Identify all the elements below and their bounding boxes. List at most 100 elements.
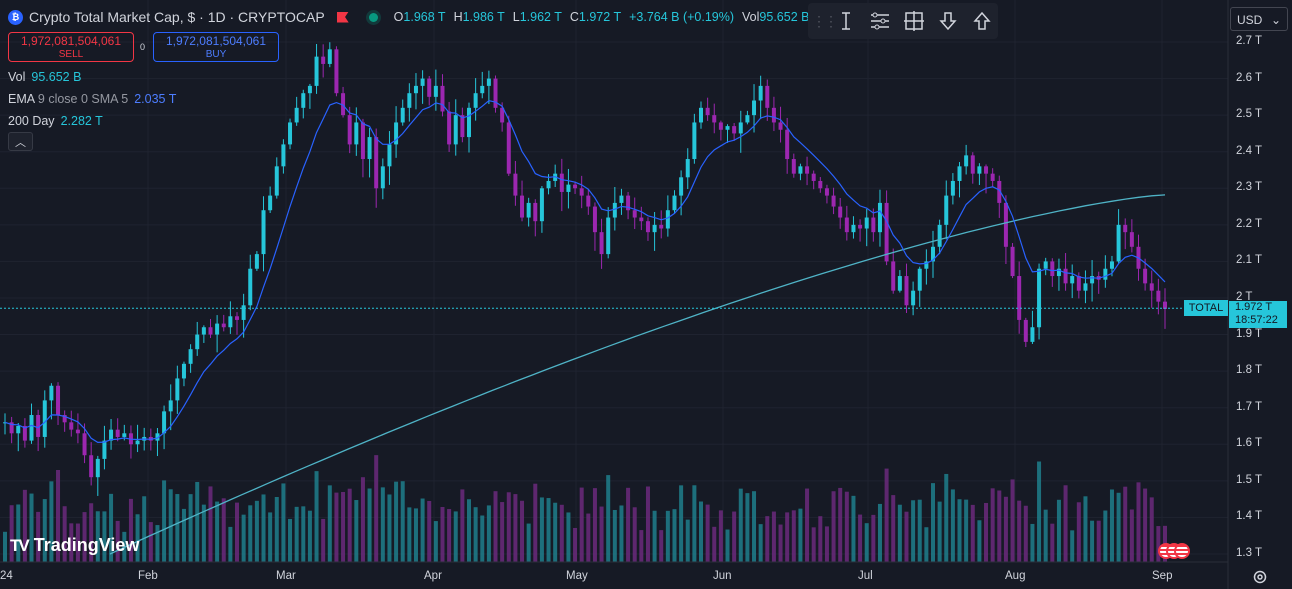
candle-body: [122, 433, 127, 437]
volume-bar: [473, 507, 478, 562]
lines-icon[interactable]: [866, 7, 894, 35]
volume-bar: [778, 524, 783, 562]
collapse-indicators-button[interactable]: ︿: [8, 132, 33, 151]
candle-body: [811, 173, 816, 181]
spread-value: 0: [140, 42, 146, 52]
symbol-title[interactable]: Crypto Total Market Cap, $ · 1D · CRYPTO…: [29, 9, 325, 25]
volume-bar: [791, 510, 796, 562]
volume-bar: [102, 511, 107, 562]
volume-bar: [82, 512, 87, 562]
volume-bar: [566, 512, 571, 562]
candle-body: [1010, 246, 1015, 277]
volume-bar: [818, 516, 823, 562]
volume-bar: [288, 518, 293, 562]
drag-handle-icon[interactable]: ⋮⋮: [812, 12, 838, 29]
volume-bar: [42, 499, 47, 562]
volume-bar: [215, 501, 220, 562]
candle-body: [188, 349, 193, 364]
candle-body: [831, 195, 836, 207]
volume-bar: [493, 491, 498, 562]
candle-body: [56, 385, 61, 416]
volume-bar: [1103, 510, 1108, 562]
volume-bar: [1156, 526, 1161, 562]
volume-bar: [937, 501, 942, 562]
candle-body: [526, 202, 531, 218]
volume-bar: [360, 477, 365, 562]
candle-body: [771, 107, 776, 123]
cursor-text-icon[interactable]: [832, 7, 860, 35]
candle-body: [374, 137, 379, 189]
volume-bar: [679, 485, 684, 562]
candle-body: [984, 166, 989, 174]
volume-bar: [400, 481, 405, 562]
candle-body: [36, 415, 41, 437]
candle-body: [82, 433, 87, 456]
candle-body: [208, 327, 213, 335]
volume-bar: [486, 505, 491, 562]
candle-body: [1083, 283, 1088, 291]
candle-body: [579, 188, 584, 196]
candle-body: [354, 122, 359, 145]
gear-icon[interactable]: [1252, 569, 1268, 585]
volume-bar: [341, 491, 346, 562]
candle-body: [1123, 224, 1128, 233]
volume-bar: [75, 523, 80, 562]
buy-button[interactable]: 1,972,081,504,061 BUY: [153, 32, 279, 62]
volume-bar: [526, 523, 531, 562]
candle-body: [29, 415, 34, 441]
candle-body: [1090, 276, 1095, 284]
candle-body: [692, 122, 697, 160]
volume-bar: [374, 455, 379, 562]
volume-bar: [765, 516, 770, 562]
time-tick-label: Feb: [138, 570, 158, 582]
candle-body: [360, 122, 365, 160]
sell-button[interactable]: 1,972,081,504,061 SELL: [8, 32, 134, 62]
volume-bar: [254, 500, 259, 562]
volume-bar: [1070, 530, 1075, 562]
us-flag-icon[interactable]: [1158, 543, 1196, 559]
volume-bar: [639, 530, 644, 562]
volume-bar: [241, 514, 246, 562]
volume-bar: [1076, 502, 1081, 562]
currency-select[interactable]: USD ⌄: [1230, 7, 1288, 31]
candle-body: [95, 458, 100, 478]
indicator-ema[interactable]: EMA 9 close 0 SMA 5 2.035 T: [8, 92, 177, 106]
volume-bar: [228, 526, 233, 562]
candle-body: [248, 268, 253, 306]
volume-bar: [440, 506, 445, 562]
chart-header: ₿ Crypto Total Market Cap, $ · 1D · CRYP…: [8, 9, 809, 25]
market-status-icon[interactable]: [368, 12, 378, 22]
candle-body: [672, 195, 677, 211]
candle-body: [22, 425, 27, 441]
candle-body: [16, 425, 21, 434]
candle-body: [970, 155, 975, 174]
ma200-line: [109, 194, 1166, 555]
volume-bar: [155, 525, 160, 562]
candle-body: [9, 422, 14, 434]
volume-bar: [1056, 499, 1061, 562]
indicator-200day[interactable]: 200 Day 2.282 T: [8, 114, 103, 128]
arrow-up-icon[interactable]: [968, 7, 996, 35]
arrow-down-icon[interactable]: [934, 7, 962, 35]
tradingview-logo[interactable]: TV TradingView: [10, 535, 140, 555]
volume-bar: [274, 496, 279, 562]
volume-bar: [685, 519, 690, 562]
indicator-vol[interactable]: Vol 95.652 B: [8, 70, 82, 84]
candle-body: [301, 93, 306, 108]
volume-bar: [314, 471, 319, 562]
tv-mark-icon: TV: [10, 535, 30, 555]
candle-body: [559, 173, 564, 192]
candle-body: [367, 137, 372, 160]
flag-icon[interactable]: [336, 11, 349, 23]
candle-body: [473, 93, 478, 108]
price-tick-label: 2.4 T: [1236, 144, 1262, 157]
candle-body: [791, 159, 796, 174]
volume-bar: [533, 483, 538, 562]
candle-body: [758, 85, 763, 101]
volume-bar: [897, 504, 902, 562]
crosshair-grid-icon[interactable]: [900, 7, 928, 35]
candle-body: [645, 221, 650, 233]
candle-body: [944, 195, 949, 225]
candle-body: [798, 166, 803, 174]
